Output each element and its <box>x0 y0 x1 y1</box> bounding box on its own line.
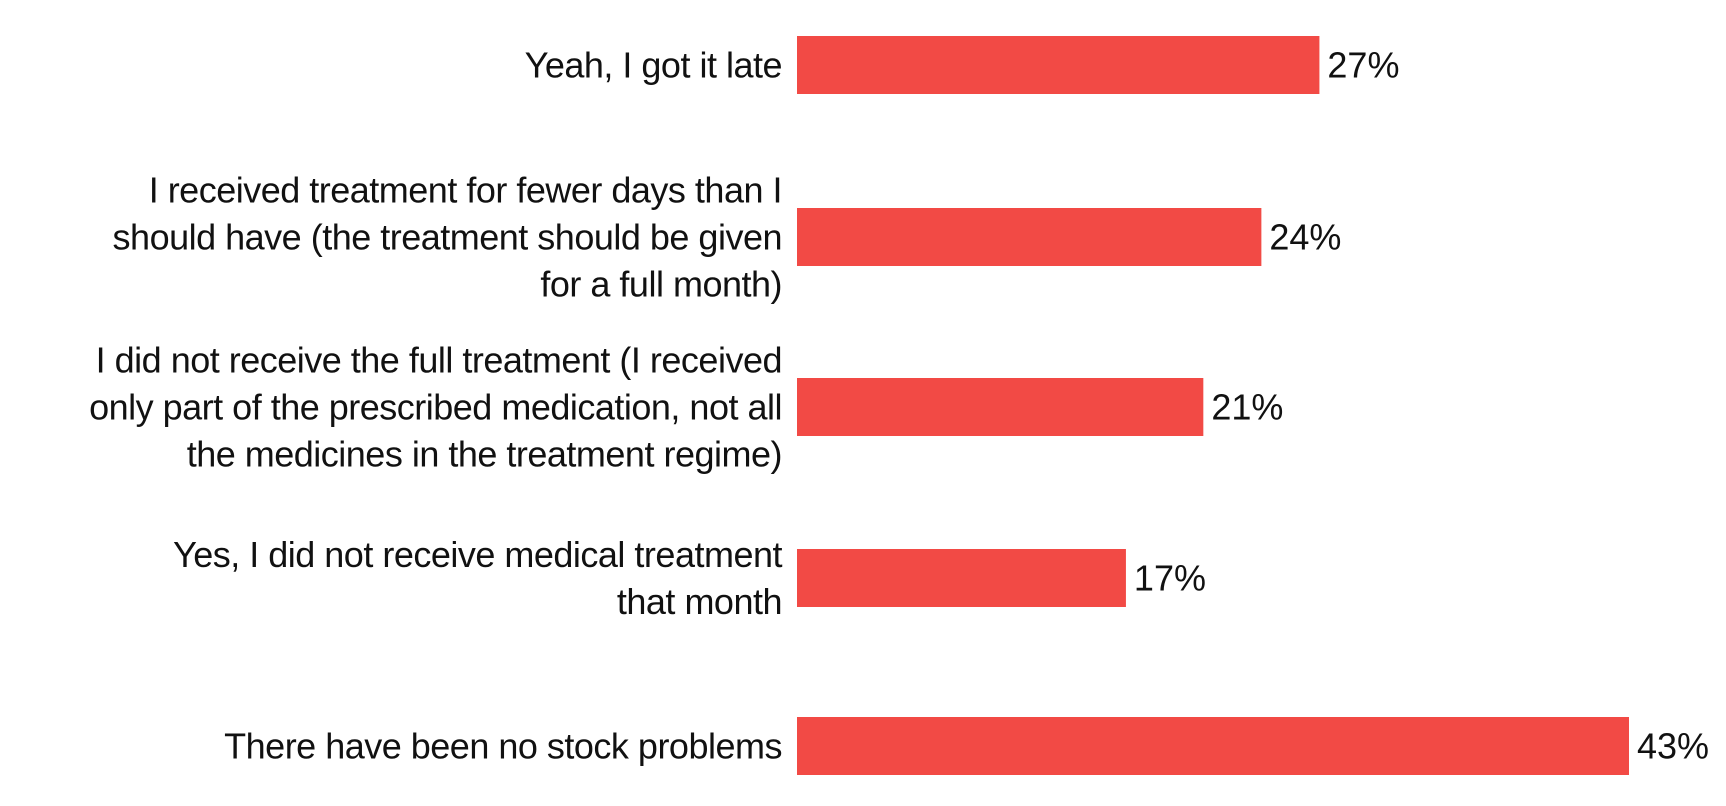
value-label-1: 24% <box>1269 217 1341 258</box>
category-label-3-line-0: Yes, I did not receive medical treatment <box>173 534 782 575</box>
category-label-2-line-1: only part of the prescribed medication, … <box>89 387 782 428</box>
category-label-2-line-0: I did not receive the full treatment (I … <box>96 340 782 381</box>
category-label-3-line-1: that month <box>617 581 782 622</box>
category-label-4: There have been no stock problems <box>224 726 782 767</box>
bar-1 <box>797 208 1262 266</box>
category-label-2: I did not receive the full treatment (I … <box>89 340 782 475</box>
category-label-4-line-0: There have been no stock problems <box>224 726 782 767</box>
category-label-0: Yeah, I got it late <box>525 45 782 86</box>
bar-3 <box>797 549 1126 607</box>
value-label-0: 27% <box>1327 45 1399 86</box>
category-label-1-line-1: should have (the treatment should be giv… <box>113 217 782 258</box>
category-label-3: Yes, I did not receive medical treatment… <box>173 534 782 622</box>
category-label-1: I received treatment for fewer days than… <box>113 170 782 305</box>
bar-4 <box>797 717 1629 775</box>
bar-0 <box>797 36 1320 94</box>
value-label-4: 43% <box>1637 726 1709 767</box>
value-labels-group: 27% 24% 21% 17% 43% <box>1134 45 1709 767</box>
bars-group <box>797 36 1629 775</box>
category-label-0-line-0: Yeah, I got it late <box>525 45 782 86</box>
category-labels-group: Yeah, I got it late I received treatment … <box>89 45 783 767</box>
value-label-3: 17% <box>1134 558 1206 599</box>
category-label-1-line-2: for a full month) <box>540 264 782 305</box>
category-label-1-line-0: I received treatment for fewer days than… <box>149 170 782 211</box>
value-label-2: 21% <box>1211 387 1283 428</box>
bar-2 <box>797 378 1204 436</box>
category-label-2-line-2: the medicines in the treatment regime) <box>187 434 782 475</box>
